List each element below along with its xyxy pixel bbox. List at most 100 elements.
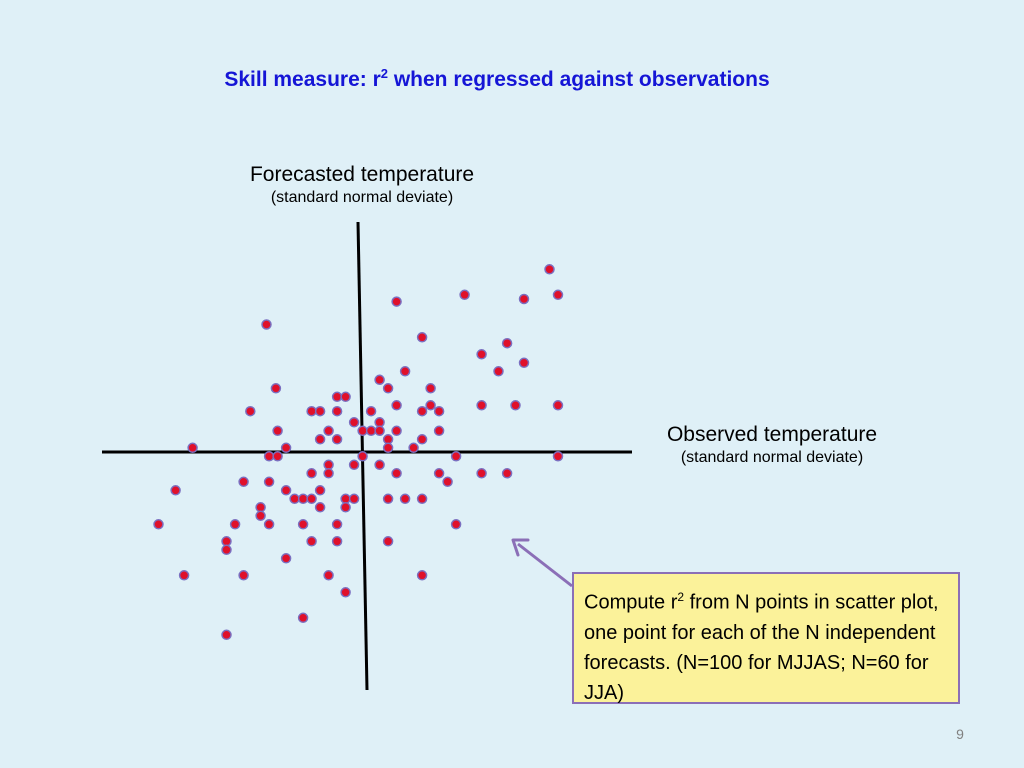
data-point-80 [153,519,164,530]
data-point-79 [255,510,266,522]
data-point-78 [340,502,351,513]
data-point-94 [323,570,334,581]
data-point-2 [459,289,470,301]
data-point-67 [314,485,326,496]
data-point-26 [416,405,428,417]
data-point-51 [450,451,462,462]
data-point-34 [323,425,334,437]
data-point-63 [263,476,275,488]
data-point-60 [476,468,487,479]
data-point-92 [178,570,190,581]
data-point-83 [297,519,309,530]
data-point-70 [306,493,317,505]
data-point-71 [340,493,351,505]
callout-prefix: Compute r [584,591,678,614]
data-point-13 [374,374,385,386]
data-point-20 [391,400,402,411]
x-axis-label: Observed temperature [666,423,878,446]
data-point-84 [331,519,343,530]
data-point-33 [272,425,283,437]
data-point-36 [365,425,377,437]
data-point-68 [289,493,300,505]
data-point-24 [331,405,343,417]
data-point-5 [518,293,530,305]
data-point-72 [348,493,360,505]
data-point-91 [280,553,292,564]
title-superscript: 2 [380,66,388,81]
y-axis-title: Forecasted temperature (standard normal … [212,162,512,208]
data-point-23 [314,405,326,417]
data-point-16 [270,383,282,394]
data-point-87 [306,536,317,547]
title-suffix: when regressed against observations [388,68,770,91]
data-point-12 [399,366,411,377]
callout-box: Compute r2 from N points in scatter plot… [572,572,960,704]
slide-number: 9 [956,726,964,742]
data-point-21 [245,405,256,417]
data-point-58 [391,468,402,479]
slide-title: Skill measure: r2 when regressed against… [0,66,994,92]
y-axis-label: Forecasted temperature [249,163,475,186]
data-point-22 [306,405,317,417]
data-point-39 [433,425,445,437]
data-point-35 [357,425,368,437]
data-point-74 [399,493,411,505]
data-point-77 [314,502,326,513]
data-point-95 [416,570,428,581]
data-point-59 [433,468,445,479]
data-point-61 [501,468,513,479]
callout-arrow-shaft [517,542,573,588]
data-point-47 [408,442,419,454]
data-point-10 [518,357,530,369]
data-point-11 [493,366,504,377]
data-point-45 [280,442,292,454]
data-point-98 [221,629,232,641]
data-point-57 [306,468,317,479]
data-point-62 [238,476,249,488]
data-point-54 [348,459,360,471]
data-point-1 [544,264,555,275]
data-point-31 [348,417,360,428]
data-point-15 [425,383,436,394]
data-point-56 [323,468,334,479]
data-point-7 [416,332,428,343]
data-point-89 [382,536,394,547]
data-point-9 [476,349,487,360]
data-point-90 [221,544,232,556]
data-point-85 [450,519,462,530]
data-point-86 [221,536,232,547]
data-point-46 [382,442,394,454]
data-points [153,264,564,641]
data-point-53 [323,459,334,471]
data-point-19 [425,400,436,411]
data-point-88 [331,536,343,547]
x-axis-title: Observed temperature (standard normal de… [622,422,922,468]
data-point-28 [476,400,487,411]
data-point-42 [382,434,394,445]
data-point-40 [314,434,326,445]
data-point-93 [238,570,249,581]
y-axis-sublabel: (standard normal deviate) [270,189,454,206]
callout-superscript: 2 [677,590,685,604]
data-point-41 [331,434,343,445]
data-point-17 [331,391,343,403]
callout-text: from N points in scatter plot, one point… [584,591,939,704]
data-point-66 [280,485,292,496]
data-point-14 [382,383,394,394]
data-point-52 [552,451,564,462]
data-point-82 [263,519,275,530]
data-point-50 [357,451,368,462]
data-point-65 [170,485,181,496]
data-point-81 [229,519,241,530]
data-point-96 [340,587,351,598]
data-point-6 [391,296,402,307]
data-point-75 [416,493,428,505]
data-point-64 [442,476,453,488]
data-point-32 [374,417,385,428]
data-point-76 [255,502,266,513]
data-point-97 [297,612,309,624]
data-point-55 [374,459,385,471]
data-point-69 [297,493,309,505]
data-point-44 [187,442,198,454]
